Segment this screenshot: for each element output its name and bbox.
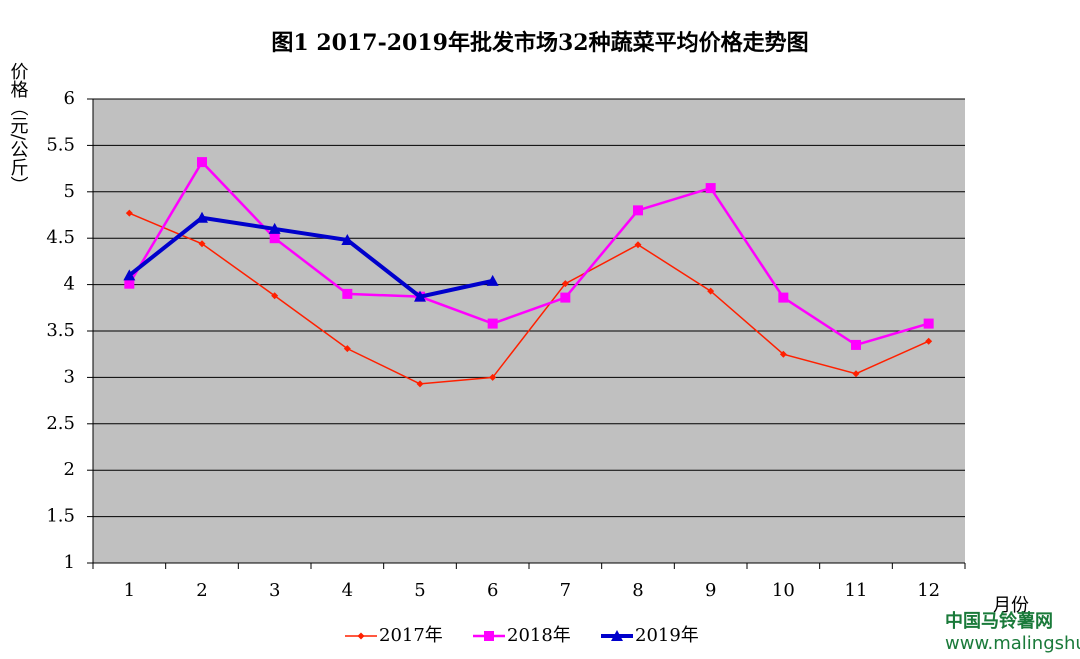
- y-tick-label: 1.5: [46, 506, 75, 527]
- legend-marker: [484, 631, 494, 641]
- marker: [923, 318, 934, 329]
- marker: [271, 292, 279, 300]
- x-tick-label: 10: [772, 580, 795, 601]
- y-tick-label: 2: [64, 459, 75, 480]
- marker: [852, 370, 860, 378]
- legend-label: 2018年: [507, 625, 571, 646]
- marker: [486, 274, 499, 286]
- marker: [705, 183, 716, 194]
- legend-marker: [357, 632, 365, 640]
- marker: [342, 288, 353, 299]
- y-tick-label: 3.5: [46, 320, 75, 341]
- y-tick-label: 4.5: [46, 227, 75, 248]
- x-tick-label: 7: [560, 580, 571, 601]
- series-line: [129, 212, 929, 385]
- marker: [268, 222, 281, 234]
- marker: [341, 234, 354, 246]
- marker: [123, 269, 136, 281]
- x-tick-label: 11: [845, 580, 868, 601]
- marker: [707, 287, 715, 295]
- marker: [779, 350, 787, 358]
- marker: [634, 241, 642, 249]
- x-tick-label: 9: [705, 580, 716, 601]
- chart-title: 图1 2017-2019年批发市场32种蔬菜平均价格走势图: [271, 30, 808, 56]
- x-tick-label: 8: [632, 580, 643, 601]
- legend-label: 2019年: [635, 625, 699, 646]
- marker: [851, 339, 861, 350]
- marker: [124, 278, 135, 289]
- x-tick-label: 2: [196, 580, 207, 601]
- marker: [560, 292, 571, 303]
- x-tick-label: 6: [487, 580, 498, 601]
- marker: [489, 373, 497, 381]
- marker: [198, 240, 206, 248]
- y-tick-label: 5: [64, 181, 75, 202]
- marker: [343, 345, 351, 353]
- marker: [633, 205, 643, 216]
- y-tick-label: 1: [64, 552, 75, 573]
- x-axis-label: 月份: [993, 595, 1029, 616]
- marker: [561, 280, 569, 288]
- y-tick-label: 2.5: [46, 413, 75, 434]
- marker: [487, 318, 498, 329]
- x-tick-label: 12: [917, 580, 940, 601]
- y-tick-label: 5.5: [46, 134, 75, 155]
- watermark-name: 中国马铃薯网: [945, 610, 1053, 632]
- marker: [125, 209, 133, 217]
- marker: [269, 233, 280, 244]
- marker: [197, 157, 207, 168]
- x-tick-label: 1: [124, 580, 135, 601]
- y-tick-label: 6: [64, 88, 75, 109]
- legend-label: 2017年: [379, 625, 443, 646]
- legend-marker: [611, 630, 623, 641]
- marker: [416, 380, 424, 388]
- x-tick-label: 5: [414, 580, 425, 601]
- marker: [414, 290, 426, 302]
- series-line: [128, 215, 494, 299]
- marker: [925, 337, 933, 345]
- y-tick-label: 4: [64, 274, 75, 295]
- x-tick-label: 4: [342, 580, 353, 601]
- marker: [778, 292, 789, 303]
- y-tick-label: 3: [64, 366, 75, 387]
- x-tick-label: 3: [269, 580, 280, 601]
- marker: [196, 211, 208, 223]
- y-axis-label: 价格（元/公斤）: [8, 62, 29, 194]
- watermark-url: www.malingshu7.com: [945, 633, 1080, 654]
